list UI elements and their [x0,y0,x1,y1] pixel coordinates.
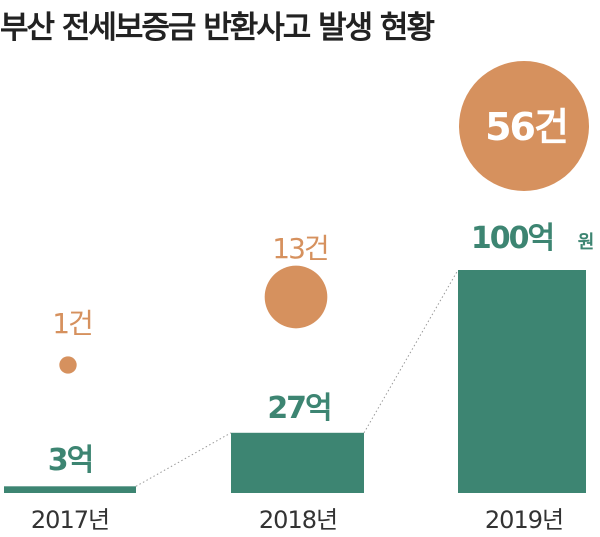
amount-label-2: 100억 [471,221,553,256]
count-label-0: 1건 [52,307,92,340]
bar-1 [231,432,364,493]
connector-lines [135,269,459,487]
amount-label-0: 3억 [48,443,92,478]
bubble-1 [264,265,328,329]
category-label-0: 2017년 [31,506,109,534]
amount-unit-label: 원 [578,232,595,253]
bar-2 [458,270,586,493]
chart-title: 부산 전세보증금 반환사고 발생 현황 [0,10,435,46]
bubble-2 [459,61,589,191]
labels-group: 3억 27억 100억 원 1건 13건 56건 2017년 2018년 2019년 [31,105,594,534]
count-label-1: 13건 [272,232,327,265]
category-label-1: 2018년 [259,506,337,534]
bars-group [4,270,586,493]
category-label-2: 2019년 [485,506,563,534]
count-label-2: 56건 [485,105,567,149]
bubble-0 [59,356,77,374]
connector-line-0 [135,432,232,487]
bubbles-group [59,61,589,374]
amount-label-1: 27억 [267,391,330,426]
connector-line-1 [363,269,459,434]
bar-0 [4,486,136,493]
